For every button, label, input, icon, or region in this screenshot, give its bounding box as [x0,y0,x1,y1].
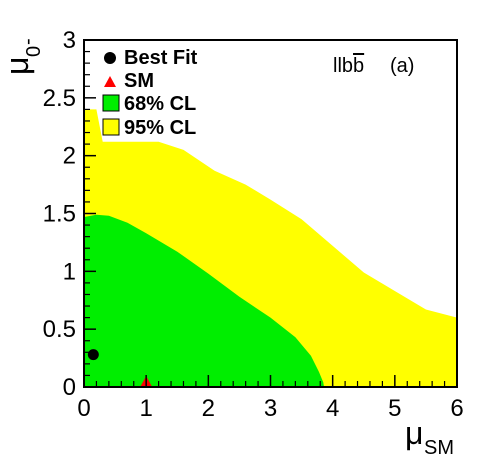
x-axis-title-main: μ [405,415,423,451]
y-axis-title-main: μ [0,57,35,75]
y-axis-title-sup: - [17,38,39,45]
legend-68cl-label: 68% CL [124,93,196,115]
best-fit-point [87,349,99,361]
legend-95cl-box [102,118,120,136]
channel-annotation: llbb (a) [333,55,414,77]
x-axis-title-sub: SM [424,437,454,459]
x-tick-label: 5 [388,395,401,422]
y-tick-label: 2 [63,143,76,170]
channel-label-bar-b: b [353,55,364,77]
y-tick-label: 0.5 [43,316,76,343]
legend-95cl-label: 95% CL [124,117,196,139]
y-tick-label: 0 [63,374,76,401]
y-tick-label: 3 [63,27,76,54]
x-tick-label: 0 [77,395,90,422]
axis-ticks: 0 1 2 3 4 5 6 0 0.5 1 1.5 2 2.5 3 [43,27,464,422]
panel-label: (a) [390,55,414,77]
x-tick-label: 6 [450,395,463,422]
y-axis-title-sub: 0 [23,46,45,57]
cl-region-68 [84,214,324,387]
legend-best-fit-marker [104,52,116,64]
legend-sm-label: SM [124,70,154,92]
cl-regions [84,109,457,388]
legend: Best Fit SM 68% CL 95% CL [102,47,198,139]
x-tick-label: 1 [139,395,152,422]
legend-68cl-box [102,94,120,112]
y-tick-label: 1 [63,258,76,285]
x-tick-label: 3 [264,395,277,422]
legend-sm-marker [104,76,116,87]
legend-best-fit-label: Best Fit [124,47,198,69]
channel-label: llbb [333,55,364,77]
y-axis-title: μ 0 - [0,38,45,75]
x-tick-label: 4 [326,395,339,422]
y-tick-label: 2.5 [43,85,76,112]
x-tick-label: 2 [202,395,215,422]
x-axis-title: μ SM [405,415,454,459]
y-tick-label: 1.5 [43,201,76,228]
